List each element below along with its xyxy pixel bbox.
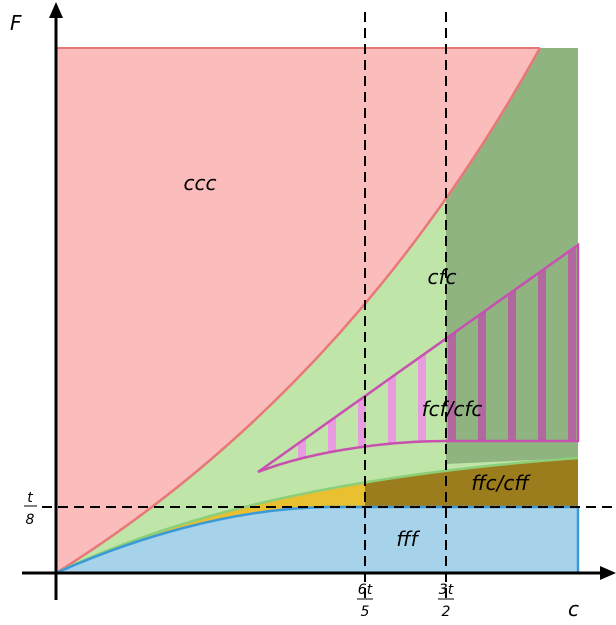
y-axis-arrow	[49, 2, 63, 18]
svg-text:t: t	[27, 490, 33, 506]
ccc-boundary	[55, 47, 542, 575]
svg-text:2: 2	[442, 604, 451, 620]
label-fcf-cfc: fcf/cfc	[422, 397, 483, 421]
y-axis-label: F	[10, 11, 22, 35]
region-fff	[56, 507, 578, 573]
label-ffc-cff: ffc/cff	[471, 471, 531, 495]
y-tick-t8: t 8	[24, 490, 37, 528]
x-tick-6t5: 6t 5	[357, 582, 373, 620]
svg-text:8: 8	[26, 512, 35, 528]
svg-text:6t: 6t	[358, 582, 373, 598]
x-axis-label: c	[568, 597, 579, 621]
region-ccc	[56, 48, 540, 573]
svg-text:3t: 3t	[439, 582, 454, 598]
region-ffc-cff-dark	[365, 458, 578, 507]
label-cfc: cfc	[427, 265, 456, 289]
label-ccc: ccc	[184, 171, 217, 195]
svg-text:5: 5	[361, 604, 370, 620]
x-tick-3t2: 3t 2	[438, 582, 454, 620]
x-axis-arrow	[600, 566, 616, 580]
label-fff: fff	[396, 527, 420, 551]
